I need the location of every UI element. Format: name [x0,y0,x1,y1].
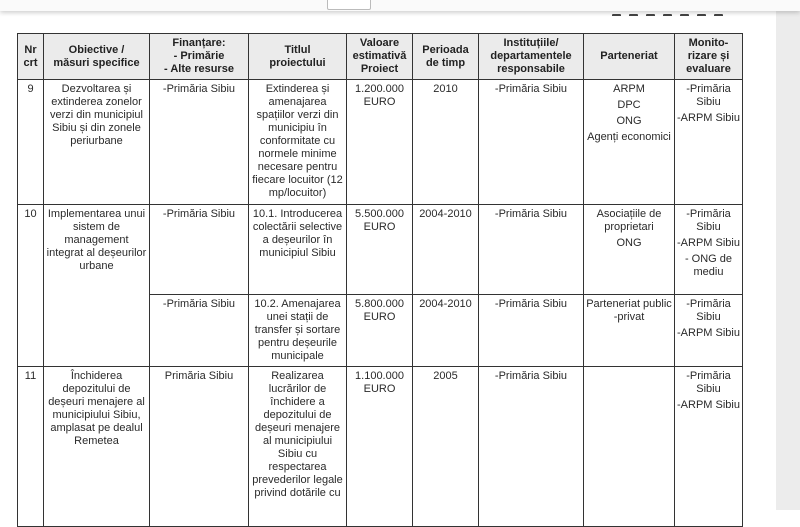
header-title: Titlul proiectului [248,33,347,80]
row-monitoring-item: -Primăria Sibiu [686,298,731,323]
row-value: 1.200.000 EURO [346,79,413,205]
row-project-title: 10.1. Introducerea colectării selective … [248,204,347,295]
row-funding: -Primăria Sibiu [149,294,249,367]
row-objective: Dezvoltarea și extinderea zonelor verzi … [43,79,150,205]
table-row: 10 Implementarea unui sistem de managemen… [17,204,743,367]
header-objective: Obiective / măsuri specifice [43,33,150,80]
row-monitoring-item: -ARPM Sibiu [677,327,740,339]
viewer-scrollbar-area[interactable] [776,0,800,510]
row-partners-item: Parteneriat public -privat [586,298,672,323]
row-institutions: -Primăria Sibiu [478,294,584,367]
row-monitoring-item: -ARPM Sibiu [677,112,740,124]
table-row: -Primăria Sibiu 10.2. Amenajarea unei sta… [18,294,743,367]
document-table: Nr crt Obiective / măsuri specifice Fina… [17,33,743,527]
table-row: 9 Dezvoltarea și extinderea zonelor verzi… [17,79,743,205]
row-value: 1.100.000 EURO [346,366,413,527]
row-partners-item: ONG [616,237,642,249]
row-partners-item: DPC [617,99,641,111]
row-institutions: -Primăria Sibiu [478,366,584,527]
header-value: Valoare estimativă Proiect [346,33,413,80]
row-monitoring-item: -ARPM Sibiu [677,399,740,411]
row-partners-item: Asociațiile de proprietari [596,208,662,233]
row-partners [583,366,675,527]
row-partners: Parteneriat public -privat [583,294,675,367]
row-number: 10 [17,204,44,367]
page-header-number [612,6,736,16]
row-partners-item: ARPM [613,83,645,95]
header-monitoring: Monito- rizare și evaluare [674,33,743,80]
row-number: 11 [17,366,44,527]
row-partners: ARPM DPC ONG Agenți economici [583,79,675,205]
row-funding: -Primăria Sibiu [149,204,249,295]
row-project-title: Extinderea și amenajarea spațiilor verzi… [248,79,347,205]
row-project-title: Realizarea lucrărilor de închidere a dep… [248,366,347,527]
table-row: 11 Închiderea depozitului de deșeuri mena… [17,366,743,527]
row-objective: Implementarea unui sistem de management … [43,204,150,367]
table-header-row: Nr crt Obiective / măsuri specifice Fina… [17,33,743,80]
row-project-title: 10.2. Amenajarea unei stații de transfer… [248,294,347,367]
row-institutions: -Primăria Sibiu [478,204,584,295]
row-number: 9 [17,79,44,205]
row-period: 2004-2010 [412,204,479,295]
row-monitoring: -Primăria Sibiu -ARPM Sibiu [674,366,743,527]
row-monitoring-item: -Primăria Sibiu [686,370,731,395]
row-partners: Asociațiile de proprietari ONG [583,204,675,295]
row-institutions: -Primăria Sibiu [478,79,584,205]
row-period: 2005 [412,366,479,527]
row-funding: Primăria Sibiu [149,366,249,527]
row-period: 2004-2010 [412,294,479,367]
row-monitoring: -Primăria Sibiu -ARPM Sibiu [674,79,743,205]
row-monitoring-item: -Primăria Sibiu [686,83,731,108]
row-monitoring-item: -Primăria Sibiu [686,208,731,233]
header-institutions: Instituțiile/ departamentele responsabil… [478,33,584,80]
header-period: Perioada de timp [412,33,479,80]
row-monitoring-item: -ARPM Sibiu [677,237,740,249]
viewer-toolbar [0,0,800,11]
row-monitoring: -Primăria Sibiu -ARPM Sibiu [674,294,743,367]
row-monitoring: -Primăria Sibiu -ARPM Sibiu - ONG de mediu [674,204,743,295]
row-partners-item: Agenți economici [587,131,671,143]
row-value: 5.500.000 EURO [346,204,413,295]
row-monitoring-item: - ONG de mediu [684,253,733,278]
row-objective: Închiderea depozitului de deșeuri menaje… [43,366,150,527]
row-period: 2010 [412,79,479,205]
row-value: 5.800.000 EURO [346,294,413,367]
row-partners-item: ONG [616,115,642,127]
header-nr: Nr crt [17,33,44,80]
header-partners: Parteneriat [583,33,675,80]
row-funding: -Primăria Sibiu [149,79,249,205]
toolbar-button[interactable] [327,0,371,10]
header-funding: Finanțare: - Primărie - Alte resurse [149,33,249,80]
